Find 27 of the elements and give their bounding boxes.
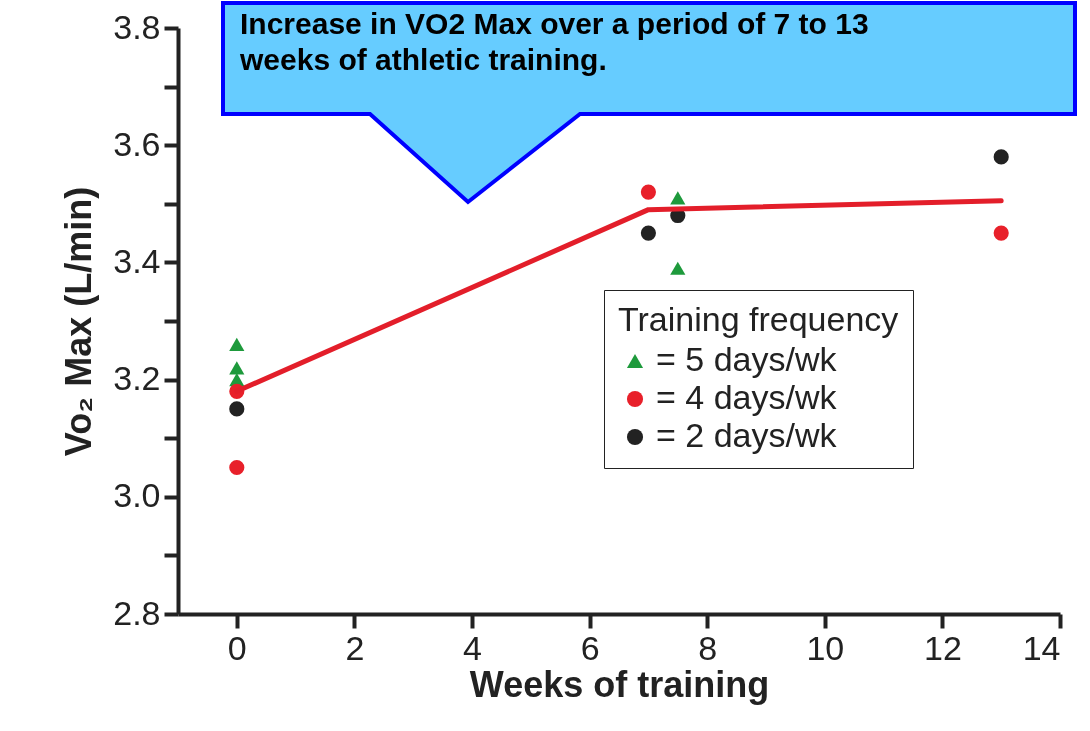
point (670, 191, 686, 205)
legend-label: = 2 days/wk (656, 416, 838, 454)
y-tick-label: 3.2 (113, 359, 161, 398)
x-tick-label: 14 (1022, 628, 1061, 667)
y-tick-label: 2.8 (113, 593, 161, 632)
point (993, 149, 1009, 165)
y-tick-label: 3.0 (113, 476, 161, 515)
x-tick-label: 10 (806, 628, 845, 667)
legend-label: = 5 days/wk (656, 340, 838, 378)
point (670, 261, 686, 275)
y-tick-label: 3.6 (113, 124, 161, 163)
legend-title: Training frequency (618, 300, 899, 338)
point (229, 337, 245, 352)
legend-label: = 4 days/wk (656, 378, 838, 416)
point (229, 401, 245, 417)
y-tick-label: 3.4 (113, 241, 161, 280)
point (229, 361, 245, 375)
point (993, 225, 1009, 241)
x-tick-label: 2 (345, 628, 365, 667)
x-tick-label: 12 (923, 628, 962, 667)
point (640, 225, 656, 241)
y-axis-title: Vo₂ Max (L/min) (58, 186, 100, 457)
y-tick-label: 3.8 (113, 7, 161, 46)
point (640, 184, 656, 200)
annotation: Increase in VO2 Max over a period of 7 to 13 weeks of athletic training. (240, 6, 870, 78)
point (229, 459, 245, 476)
x-tick-label: 0 (227, 628, 247, 667)
